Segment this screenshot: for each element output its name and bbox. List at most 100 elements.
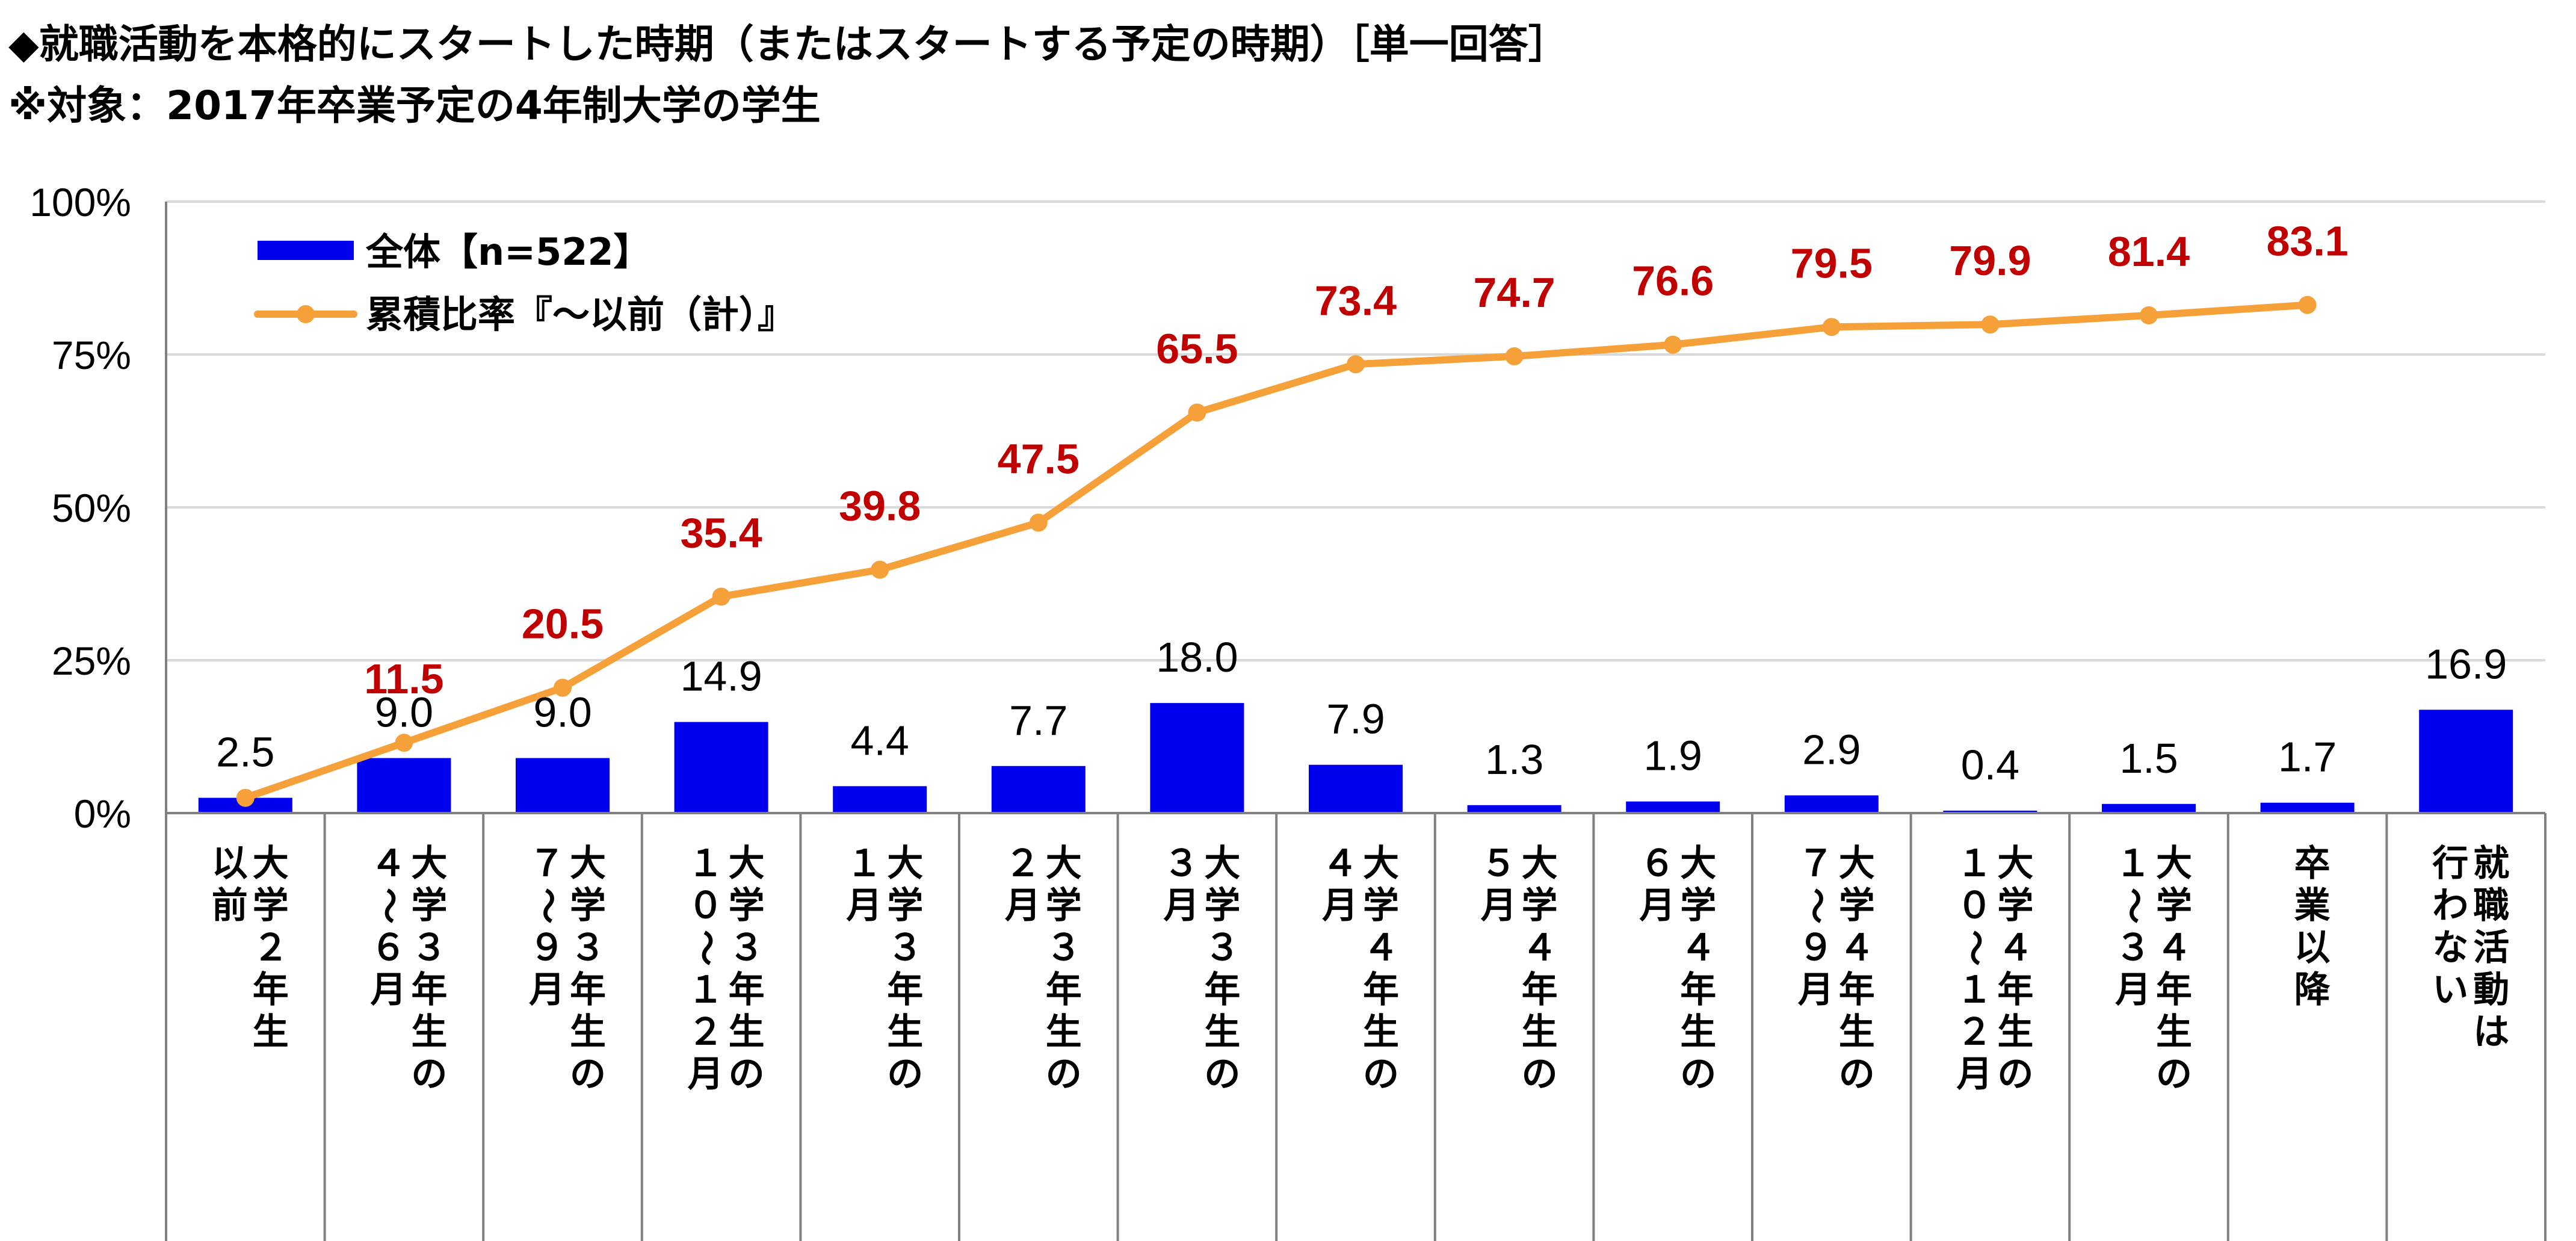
cumulative-value-label: 76.6 (1632, 258, 1714, 305)
chart-subtitle: ※対象：2017年卒業予定の4年制大学の学生 (8, 82, 821, 129)
category-label-char: ３ (887, 927, 923, 969)
category-label-char: 学 (1363, 885, 1399, 927)
category-label-char: 学 (1839, 885, 1875, 927)
category-label-char: 〜 (685, 930, 727, 966)
bar (516, 758, 610, 813)
cumulative-value-label: 35.4 (680, 509, 762, 556)
y-tick-label: 25% (52, 639, 131, 683)
category-label-char: 大 (1997, 843, 2033, 885)
category-label-char: 生 (570, 1011, 606, 1053)
category-label-char: 生 (1363, 1011, 1399, 1053)
category-label-char: は (2473, 1011, 2509, 1053)
category-label-char: ３ (1163, 843, 1199, 885)
category-label-char: 年 (1839, 969, 1875, 1011)
category-label-char: 大 (1522, 843, 1558, 885)
category-label-char: 〜 (1795, 888, 1837, 924)
bar-value-label: 9.0 (533, 689, 591, 736)
cumulative-point (1029, 513, 1048, 532)
category-label-char: 降 (2294, 969, 2331, 1011)
category-label-char: 月 (1639, 885, 1675, 927)
category-label-char: 年 (1204, 969, 1240, 1011)
cumulative-point (2298, 296, 2317, 314)
category-label-char: 業 (2294, 885, 2330, 927)
category-label-char: 活 (2473, 927, 2509, 969)
category-label-char: 生 (1046, 1011, 1082, 1053)
category-label-char: 年 (2156, 969, 2192, 1011)
chart-title: ◆就職活動を本格的にスタートした時期（またはスタートする予定の時期）［単一回答］ (8, 21, 1568, 67)
category-label-char: 年 (1363, 969, 1399, 1011)
category-label-char: ２ (253, 927, 289, 969)
category-label-char: ０ (688, 885, 724, 927)
category-label-char: な (2432, 927, 2468, 969)
category-label-char: ７ (529, 843, 565, 885)
legend: 全体【n=522】 累積比率『〜以前（計）』 (254, 230, 795, 336)
category-label-char: ２ (1956, 1011, 1992, 1053)
bar (2260, 802, 2355, 813)
bar-value-label: 1.5 (2119, 735, 2178, 782)
category-label-char: 〜 (367, 888, 409, 924)
category-label-char: 学 (411, 885, 447, 927)
bar-value-label: 0.4 (1961, 741, 2019, 788)
bar (2419, 710, 2513, 813)
category-label-char: ４ (2156, 927, 2192, 969)
category-label-char: 月 (2115, 969, 2151, 1011)
category-label-char: 大 (1680, 843, 1716, 885)
category-label-char: ０ (1956, 885, 1992, 927)
category-label-char: ４ (1680, 927, 1716, 969)
category-label-char: 動 (2473, 969, 2509, 1011)
bar (1784, 795, 1879, 813)
category-label-char: ５ (1481, 843, 1517, 885)
category-label-char: １ (846, 843, 882, 885)
category-label-char: 大 (253, 843, 289, 885)
cumulative-point (712, 587, 730, 606)
category-label-char: 大 (729, 843, 765, 885)
category-label-char: 学 (887, 885, 923, 927)
category-label-char: 〜 (2112, 888, 2154, 924)
legend-line-marker (297, 305, 315, 323)
category-label-char: 月 (1005, 885, 1041, 927)
grid-lines (166, 200, 2545, 661)
category-label-char: ３ (411, 927, 447, 969)
category-label-char: ３ (570, 927, 606, 969)
bar-value-label: 18.0 (1156, 634, 1238, 681)
category-label-char: の (570, 1053, 606, 1095)
legend-entry-cumulative: 累積比率『〜以前（計）』 (366, 292, 795, 336)
category-label-char: 大 (1839, 843, 1875, 885)
category-label-char: 大 (1204, 843, 1240, 885)
cumulative-point (1822, 318, 1841, 336)
cumulative-line-series (236, 296, 2317, 807)
bar-data-labels: 2.5 9.0 9.0 14.9 4.4 7.7 18.0 7.9 1.3 1.9 2.9 0.4 1.… (216, 634, 2507, 788)
category-label-char: 月 (370, 969, 406, 1011)
category-label-char: 生 (253, 1011, 289, 1053)
cumulative-value-label: 83.1 (2266, 218, 2348, 265)
category-label-char: 年 (1997, 969, 2033, 1011)
category-label-char: 大 (411, 843, 447, 885)
category-label-char: 月 (1798, 969, 1834, 1011)
category-label-char: 大 (1046, 843, 1082, 885)
bar-value-label: 2.5 (216, 729, 274, 776)
category-label-char: 年 (570, 969, 606, 1011)
category-label-char: １ (2115, 843, 2151, 885)
category-label-char: ２ (688, 1011, 724, 1053)
category-label-char: 年 (1522, 969, 1558, 1011)
category-label-char: １ (688, 843, 724, 885)
cumulative-value-label: 11.5 (364, 655, 443, 702)
category-label-char: 生 (729, 1011, 765, 1053)
bar-value-label: 1.7 (2278, 734, 2337, 781)
category-label-char: の (411, 1053, 447, 1095)
category-label-char: の (1363, 1053, 1399, 1095)
bar-value-label: 4.4 (851, 717, 909, 764)
category-label-char: 就 (2473, 843, 2509, 885)
category-label-char: の (1839, 1053, 1875, 1095)
cumulative-value-label: 65.5 (1156, 326, 1238, 373)
category-label-char: ２ (1005, 843, 1041, 885)
category-label-char: ３ (1046, 927, 1082, 969)
category-label-char: 年 (1680, 969, 1716, 1011)
y-tick-label: 0% (74, 791, 131, 836)
category-label-char: の (1046, 1053, 1082, 1095)
